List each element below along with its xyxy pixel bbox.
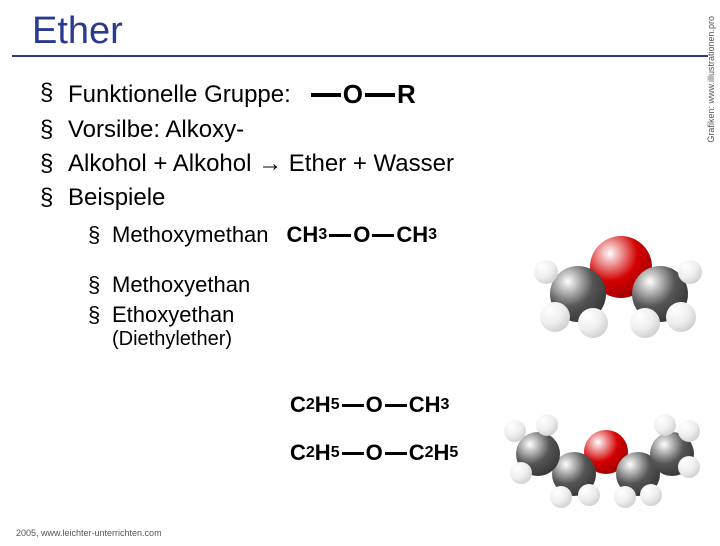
bullet-label: Vorsilbe: Alkoxy-	[68, 116, 244, 143]
side-credit: Grafiken: www.illustrationen.pro	[706, 16, 716, 143]
example-label: Methoxyethan	[112, 272, 250, 298]
molecule-dimethylether	[540, 236, 700, 346]
bullet-prefix: Vorsilbe: Alkoxy-	[40, 116, 700, 144]
bullet-label: Funktionelle Gruppe:	[68, 81, 291, 109]
bullet-functional-group: Funktionelle Gruppe: O R	[40, 79, 700, 110]
formula-methoxymethan: CH3 O CH3	[287, 222, 438, 248]
title-bar: Ether	[12, 6, 708, 57]
atom-o: O	[343, 79, 363, 110]
main-list: Funktionelle Gruppe: O R Vorsilbe: Alkox…	[40, 79, 700, 212]
molecule-diethylether	[510, 396, 700, 516]
bullet-label: Alkohol + Alkohol → Ether + Wasser	[68, 150, 454, 177]
formula-methoxyethan: C2H5 O CH3	[290, 392, 458, 418]
example-label: Ethoxyethan	[112, 302, 234, 328]
formula-column: C2H5 O CH3 C2H5 O C2H5	[290, 392, 458, 466]
atom-r: R	[397, 79, 416, 110]
bullet-reaction: Alkohol + Alkohol → Ether + Wasser	[40, 150, 700, 178]
bullet-label: Beispiele	[68, 184, 165, 211]
example-label: Methoxymethan	[112, 222, 269, 248]
functional-group-formula: O R	[309, 79, 416, 110]
page-title: Ether	[32, 10, 688, 53]
footer-credit: 2005, www.leichter-unterrichten.com	[16, 528, 162, 538]
formula-ethoxyethan: C2H5 O C2H5	[290, 440, 458, 466]
example-paren: (Diethylether)	[112, 328, 234, 351]
bullet-examples: Beispiele	[40, 184, 700, 212]
